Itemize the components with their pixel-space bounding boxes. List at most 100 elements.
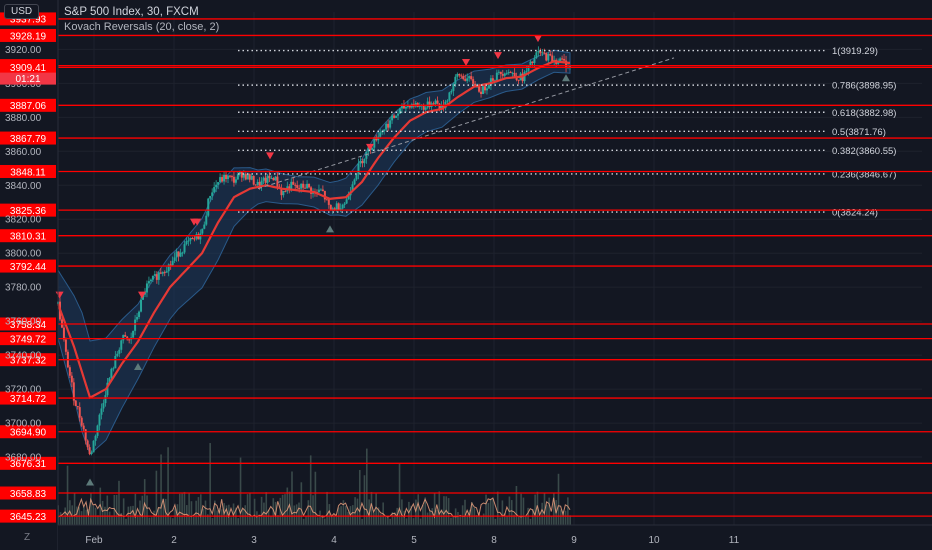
volume-bar: [214, 500, 216, 525]
time-tick-label: 2: [171, 535, 177, 546]
level-price-badge[interactable]: [0, 456, 56, 470]
candle: [88, 447, 91, 454]
candle: [468, 76, 471, 79]
candle: [264, 177, 267, 183]
fibonacci-retracement[interactable]: 1(3919.29) 0.786(3898.95) 0.618(3882.98) 0.…: [238, 46, 896, 219]
time-tick-label: 10: [648, 535, 660, 546]
candle: [428, 101, 431, 107]
candle: [104, 395, 107, 404]
candle: [426, 101, 429, 108]
level-price-badge[interactable]: [0, 60, 56, 74]
level-price-label: 3792.44: [10, 262, 47, 273]
level-price-badge[interactable]: [0, 164, 56, 178]
level-price-badge[interactable]: [0, 317, 56, 331]
volume-bar: [499, 517, 501, 525]
trend-line[interactable]: [257, 57, 675, 190]
candle: [153, 274, 156, 276]
candle: [539, 51, 542, 54]
volume-bar: [265, 492, 268, 525]
candle: [238, 171, 241, 175]
candle: [244, 173, 247, 180]
candle: [470, 76, 473, 80]
candle: [436, 100, 439, 104]
volume-bar: [108, 511, 111, 525]
horizontal-levels[interactable]: 3937.933928.193910.443909.413887.063867.…: [0, 12, 932, 523]
volume-bar: [394, 512, 396, 525]
symbol-title[interactable]: S&P 500 Index, 30, FXCM: [64, 6, 199, 18]
volume-bar: [419, 518, 422, 525]
candle: [505, 73, 508, 75]
volume-bar: [284, 494, 286, 525]
level-price-badge[interactable]: [0, 332, 56, 346]
level-price-label: 3737.32: [10, 355, 47, 366]
volume-bar: [286, 487, 289, 525]
time-axis[interactable]: Feb 2 3 4 5 8 9 10 11: [58, 524, 932, 550]
currency-badge[interactable]: USD: [4, 4, 40, 19]
countdown-badge: [0, 72, 56, 85]
time-axis-background: [58, 525, 932, 550]
candle: [276, 176, 279, 187]
volume-bar: [361, 518, 363, 525]
candle: [335, 203, 338, 211]
candle: [207, 198, 210, 216]
level-price-badge[interactable]: [0, 509, 56, 523]
candle: [112, 368, 115, 370]
candle: [523, 71, 526, 82]
candle: [495, 72, 498, 81]
volume-bar: [66, 465, 69, 525]
volume-bar: [457, 511, 459, 525]
dashed-trend-line[interactable]: [257, 57, 675, 190]
candle: [393, 115, 396, 118]
candle: [438, 103, 441, 110]
volume-bar: [319, 510, 321, 525]
level-price-badge[interactable]: [0, 131, 56, 145]
candle: [448, 92, 451, 101]
volume-bar: [485, 494, 487, 525]
level-price-badge[interactable]: [0, 28, 56, 42]
level-price-badge[interactable]: [0, 353, 56, 367]
volume-bar: [496, 491, 499, 525]
candle: [203, 224, 206, 229]
candle: [327, 199, 330, 205]
candle: [225, 174, 228, 180]
volume-bar: [417, 494, 420, 525]
level-price-badge[interactable]: [0, 229, 56, 243]
candle: [404, 107, 407, 109]
indicator-label[interactable]: Kovach Reversals (20, close, 2): [64, 21, 220, 33]
candle: [557, 61, 560, 64]
candle: [70, 375, 73, 383]
volume-bar: [263, 502, 265, 525]
candle: [325, 199, 328, 201]
volume-bar: [139, 500, 141, 525]
level-price-badge[interactable]: [0, 425, 56, 439]
volume-bar: [520, 493, 522, 525]
level-price-badge[interactable]: [0, 259, 56, 273]
candle: [270, 178, 273, 180]
candle: [450, 90, 453, 93]
price-axis[interactable]: 3920.003900.003880.003860.003840.003820.…: [0, 0, 59, 550]
candle: [151, 275, 154, 280]
candle: [400, 104, 403, 109]
candle: [513, 72, 516, 77]
level-price-badge[interactable]: [0, 203, 56, 217]
candle: [462, 76, 465, 80]
goto-date-icon[interactable]: Z: [24, 532, 31, 543]
candle: [323, 190, 326, 200]
level-price-badge[interactable]: [0, 98, 56, 112]
volume-bar: [440, 509, 443, 525]
candle: [236, 174, 239, 180]
level-price-badge[interactable]: [0, 486, 56, 500]
volume-bar: [342, 500, 345, 525]
level-price-label: 3749.72: [10, 334, 47, 345]
level-price-badge[interactable]: [0, 391, 56, 405]
candle: [300, 183, 303, 189]
candle: [456, 73, 459, 77]
volume-bar: [543, 493, 546, 525]
volume-bar: [373, 512, 375, 525]
candle: [361, 160, 364, 164]
kovach-basis: [56, 60, 571, 400]
candle: [171, 260, 174, 266]
volume-bar: [153, 510, 155, 525]
candle: [333, 208, 336, 211]
